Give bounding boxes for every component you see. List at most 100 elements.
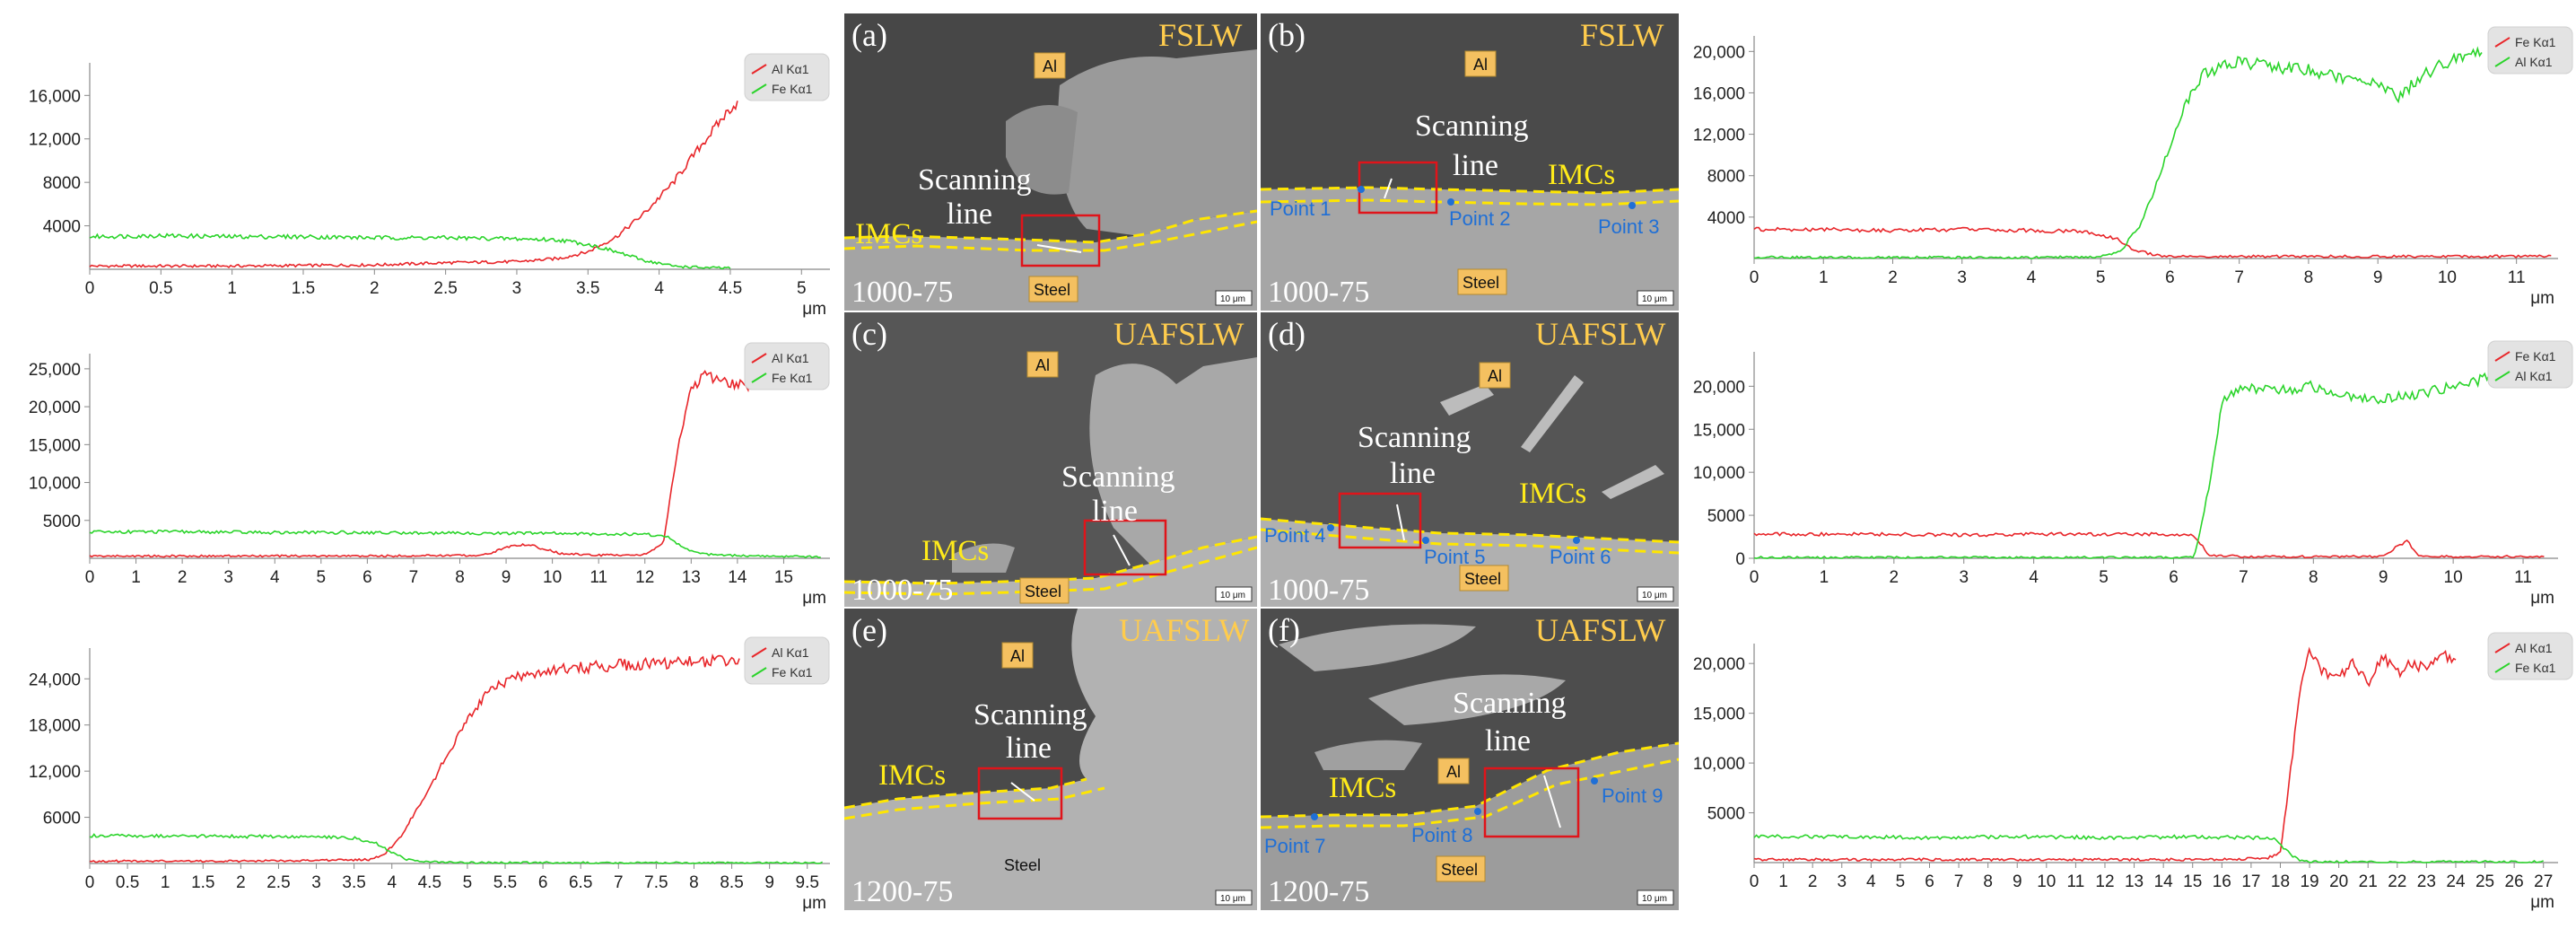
- x-tick-label: 5.5: [493, 873, 517, 892]
- legend-swatch: [751, 83, 767, 94]
- x-tick-label: 17: [2241, 872, 2260, 891]
- x-unit-label: μm: [2530, 589, 2554, 608]
- point-marker-9: [1591, 777, 1598, 784]
- scanning-label-f: Scanning: [1453, 687, 1567, 720]
- x-tick-label: 2: [1890, 568, 1899, 587]
- x-tick-label: 2: [370, 279, 380, 298]
- legend-label: Al Kα1: [2515, 369, 2553, 383]
- y-tick-label: 12,000: [29, 763, 81, 782]
- y-tick-label: 10,000: [1693, 755, 1745, 774]
- x-tick-label: 0.5: [149, 279, 172, 298]
- x-tick-label: 5: [2099, 568, 2109, 587]
- y-tick-label: 20,000: [1693, 655, 1745, 674]
- scanning-label-c: Scanning: [1061, 460, 1175, 494]
- x-tick-label: 9: [2379, 568, 2388, 587]
- legend-label: Fe Kα1: [772, 665, 813, 679]
- x-tick-label: 16: [2213, 872, 2231, 891]
- param-label-c: 1000-75: [851, 574, 953, 607]
- x-tick-label: 8: [2304, 268, 2314, 287]
- point-marker-1: [1358, 186, 1365, 193]
- x-tick-label: 1: [1819, 268, 1829, 287]
- micrograph-e: (e) UAFSLW Al Scanning line IMCs Steel 1…: [843, 608, 1258, 911]
- line-label-b: line: [1453, 149, 1498, 182]
- x-tick-label: 2: [1808, 872, 1818, 891]
- material-label-steel-d: Steel: [1464, 570, 1501, 588]
- linescan-chart-d: 0 1 2 3 4 5 6 7 8 9 10 11 0 5000 10,000 15,000 20,000 μm F…: [1693, 340, 2573, 608]
- point-label-6: Point 6: [1550, 546, 1611, 568]
- linescan-plot-f: 0 1 2 3 4 5 6 7 8 9 10 11 12 13 14 15 16 17 18 19 20 21 22 23 24…: [1693, 624, 2576, 912]
- steel-tag-f-bg: [1436, 855, 1486, 882]
- steel-tag-d-bg: [1459, 565, 1509, 592]
- scale-label-a: 10 μm: [1220, 294, 1245, 304]
- series-line: [1753, 646, 2457, 863]
- linescan-plot-b: 0 1 2 3 4 5 6 7 8 9 10 11 4000 8000 12,000 16,000 20,000…: [1693, 18, 2576, 308]
- y-tick-label: 5000: [1707, 805, 1745, 824]
- series-line: [89, 529, 821, 559]
- scale-bar-f: [1637, 890, 1674, 906]
- x-tick-label: 4: [1866, 872, 1876, 891]
- x-tick-label: 0: [1750, 268, 1760, 287]
- x-tick-label: 1.5: [292, 279, 315, 298]
- panel-label-b: (b): [1268, 17, 1305, 53]
- imcs-label-f: IMCs: [1329, 772, 1396, 804]
- material-label-al-b: Al: [1473, 56, 1488, 74]
- x-tick-label: 11: [589, 568, 607, 587]
- x-tick-label: 0: [1750, 568, 1760, 587]
- x-tick-label: 11: [2508, 268, 2526, 287]
- y-tick-label: 10,000: [1693, 464, 1745, 483]
- x-tick-label: 6: [538, 873, 548, 892]
- x-tick-label: 11: [2067, 872, 2085, 891]
- x-tick-label: 6: [2165, 268, 2175, 287]
- x-tick-label: 1: [131, 568, 141, 587]
- point-label-3: Point 3: [1598, 215, 1660, 238]
- param-label-b: 1000-75: [1268, 276, 1369, 309]
- x-tick-label: 0: [85, 873, 95, 892]
- al-tag-e-bg: [1001, 642, 1034, 669]
- legend-swatch: [751, 372, 767, 383]
- x-tick-label: 4: [654, 279, 664, 298]
- imcs-label-a: IMCs: [855, 218, 922, 250]
- material-label-al-c: Al: [1035, 356, 1050, 374]
- x-unit-label: μm: [2530, 289, 2554, 308]
- y-tick-label: 12,000: [1693, 127, 1745, 145]
- x-tick-label: 14: [2154, 872, 2174, 891]
- x-tick-label: 20: [2329, 872, 2348, 891]
- linescan-chart-a: 0 0.5 1 1.5 2 2.5 3 3.5 4 4.5 5 4000 8000 12,000 16,00…: [29, 53, 830, 319]
- process-label-b: FSLW: [1580, 17, 1663, 53]
- x-tick-label: 1.5: [191, 873, 214, 892]
- y-tick-label: 8000: [1707, 168, 1745, 187]
- x-tick-label: 15: [2183, 872, 2202, 891]
- al-tag-b-bg: [1464, 50, 1497, 77]
- x-tick-label: 0: [85, 279, 95, 298]
- x-tick-label: 9: [2013, 872, 2022, 891]
- x-tick-label: 9.5: [796, 873, 819, 892]
- legend-swatch: [2494, 57, 2511, 67]
- x-tick-label: 5: [1896, 872, 1906, 891]
- scale-label-b: 10 μm: [1642, 294, 1667, 304]
- line-label-d: line: [1390, 457, 1436, 490]
- imcs-label-e: IMCs: [878, 759, 946, 792]
- legend-label: Al Kα1: [772, 351, 809, 365]
- x-tick-label: 22: [2388, 872, 2406, 891]
- linescan-chart-e: 0 0.5 1 1.5 2 2.5 3 3.5 4 4.5 5 5.5 6 6.5 7 7.5 8 8.5 9 9.5…: [29, 636, 830, 913]
- process-label-c: UAFSLW: [1113, 316, 1244, 352]
- x-tick-label: 5: [317, 568, 327, 587]
- material-label-al-d: Al: [1488, 367, 1502, 385]
- scale-label-e: 10 μm: [1220, 894, 1245, 904]
- x-tick-label: 19: [2300, 872, 2318, 891]
- scale-label-c: 10 μm: [1220, 591, 1245, 600]
- panel-label-e: (e): [851, 612, 887, 648]
- panel-label-c: (c): [851, 316, 887, 352]
- material-label-steel-a: Steel: [1034, 281, 1070, 299]
- x-tick-label: 6: [362, 568, 372, 587]
- x-tick-label: 12: [2095, 872, 2114, 891]
- legend-label: Al Kα1: [772, 62, 809, 76]
- x-tick-label: 4.5: [418, 873, 441, 892]
- x-tick-label: 8.5: [720, 873, 743, 892]
- legend-label: Al Kα1: [772, 645, 809, 660]
- legend-swatch: [2494, 643, 2511, 653]
- point-label-8: Point 8: [1411, 824, 1473, 846]
- y-tick-label: 10,000: [29, 475, 81, 494]
- x-tick-label: 2: [236, 873, 246, 892]
- imcs-label-d: IMCs: [1519, 478, 1586, 510]
